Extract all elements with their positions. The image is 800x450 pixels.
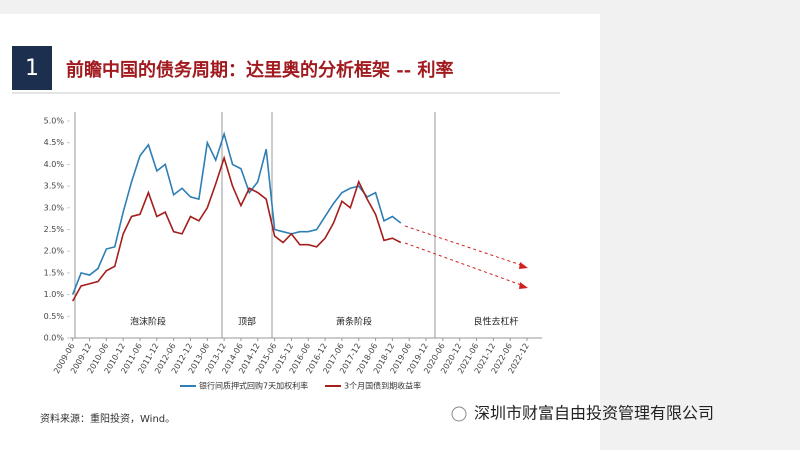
y-tick-label: 3.5% bbox=[44, 182, 65, 191]
y-tick-label: 3.0% bbox=[44, 203, 65, 212]
legend-label: 银行间质押式回购7天加权利率 bbox=[199, 381, 308, 391]
y-tick-label: 0.0% bbox=[44, 334, 65, 343]
watermark: 深圳市财富自由投资管理有限公司 bbox=[474, 404, 714, 423]
trend-arrow bbox=[404, 225, 525, 267]
slide-number: 1 bbox=[25, 56, 39, 81]
y-tick-label: 4.5% bbox=[44, 138, 65, 147]
phase-label: 萧条阶段 bbox=[336, 316, 372, 328]
page-title: 前瞻中国的债务周期：达里奥的分析框架 -- 利率 bbox=[66, 59, 453, 81]
series-line bbox=[71, 155, 402, 302]
phase-label: 泡沫阶段 bbox=[130, 316, 166, 328]
y-tick-label: 2.0% bbox=[44, 247, 65, 256]
arrow-head bbox=[519, 262, 528, 269]
y-tick-label: 4.0% bbox=[44, 160, 65, 169]
wechat-icon bbox=[451, 406, 467, 422]
y-tick-label: 1.0% bbox=[44, 290, 65, 299]
legend-label: 3个月国债到期收益率 bbox=[344, 381, 421, 391]
arrow-head bbox=[519, 282, 528, 289]
phase-label: 良性去杠杆 bbox=[473, 316, 518, 328]
y-tick-label: 1.5% bbox=[44, 268, 65, 277]
series-line bbox=[71, 131, 402, 295]
y-tick-label: 0.5% bbox=[44, 312, 65, 321]
phase-label: 顶部 bbox=[238, 316, 256, 328]
y-tick-label: 2.5% bbox=[44, 225, 65, 234]
source: 资料来源：重阳投资，Wind。 bbox=[40, 412, 175, 425]
number-box bbox=[12, 46, 52, 90]
y-tick-label: 5.0% bbox=[44, 117, 65, 126]
